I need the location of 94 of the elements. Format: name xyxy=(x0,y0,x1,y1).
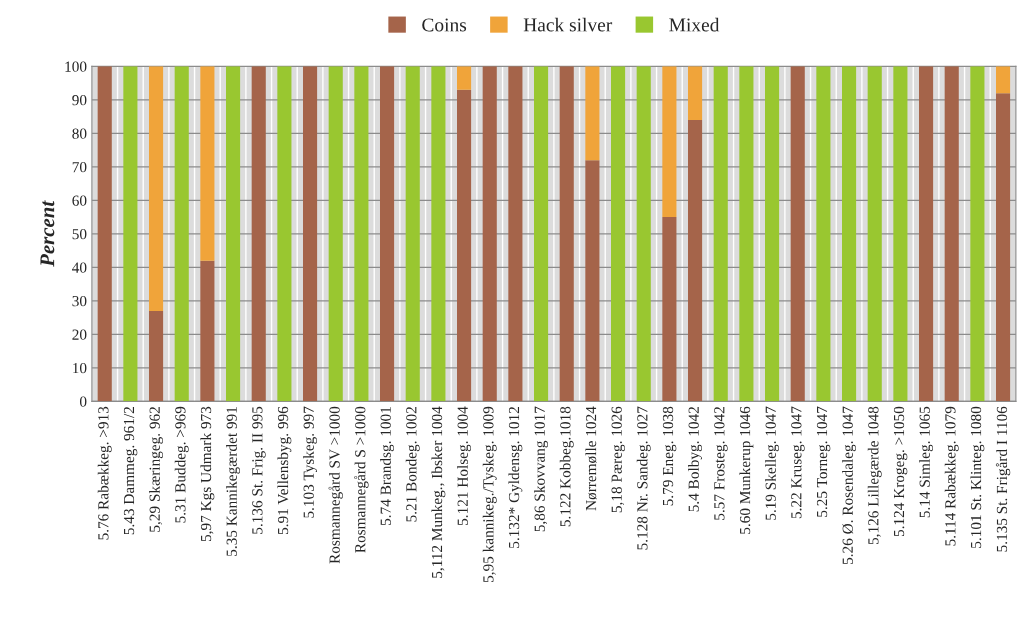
y-tick-label: 70 xyxy=(72,161,87,173)
bar xyxy=(970,66,985,402)
x-tick-label: 5.79 Eneg. 1038 xyxy=(662,406,677,506)
bar xyxy=(200,66,215,261)
x-tick-label: 5.26 Ø. Rosendaleg. 1047 xyxy=(842,406,857,564)
x-tick-label: 5.114 Rabækkeg. 1079 xyxy=(944,406,959,546)
x-tick-label: 5.122 Kobbeg.1018 xyxy=(559,406,574,527)
x-tick-label: 5.128 Nr. Sandeg. 1027 xyxy=(636,406,651,550)
x-tick-label: 5.136 St. Frig. II 995 xyxy=(252,406,266,534)
bar xyxy=(996,93,1011,402)
x-tick-label: 5,126 Lillegærde 1048 xyxy=(867,406,882,545)
bar xyxy=(328,66,343,402)
bar xyxy=(739,66,754,402)
bar xyxy=(200,260,215,402)
bar xyxy=(97,66,112,402)
bar xyxy=(534,66,549,402)
bar xyxy=(636,66,651,402)
x-tick-label: 5.124 Krogeg. >1050 xyxy=(893,406,908,537)
bar xyxy=(303,66,318,402)
bar xyxy=(944,66,959,402)
bar xyxy=(765,66,780,402)
y-tick-label: 60 xyxy=(72,195,87,206)
y-tick-label: 80 xyxy=(72,128,87,139)
x-tick-label: Rosmannegård S >1000 xyxy=(354,406,369,553)
y-tick-label: 40 xyxy=(72,262,87,273)
bar xyxy=(123,66,138,402)
x-tick-label: 5,97 Kgs Udmark 973 xyxy=(200,406,215,542)
bar xyxy=(585,160,600,402)
bar xyxy=(277,66,292,402)
bar xyxy=(226,66,241,402)
bar xyxy=(585,66,600,161)
x-tick-label: 5,29 Skæringeg. 962 xyxy=(149,407,164,532)
x-tick-label: 5.25 Torneg. 1047 xyxy=(816,406,831,517)
bar xyxy=(867,66,882,402)
bar xyxy=(508,66,523,402)
bar xyxy=(149,66,164,311)
bar xyxy=(380,66,395,402)
x-tick-label: 5,95 kannikeg./Tyskeg. 1009 xyxy=(482,406,497,583)
x-tick-label: 5.76 Rabækkeg. >913 xyxy=(97,406,112,540)
bar xyxy=(559,66,574,402)
x-tick-label: 5.4 Bolbyg. 1042 xyxy=(688,407,703,512)
bar xyxy=(688,119,703,402)
bar xyxy=(457,89,472,402)
x-tick-label: 5.132* Gyldensg. 1012 xyxy=(508,407,523,548)
y-tick-label: 90 xyxy=(72,95,87,106)
y-tick-label: 100 xyxy=(65,61,87,72)
x-tick-label: 5.121 Holseg. 1004 xyxy=(457,406,472,525)
x-tick-label: 5.19 Skelleg. 1047 xyxy=(765,406,780,520)
y-tick-label: 50 xyxy=(72,228,87,240)
bar xyxy=(457,66,472,90)
bar xyxy=(842,66,857,402)
x-tick-label: 5,86 Skovvang 1017 xyxy=(534,406,549,532)
bar xyxy=(662,217,677,402)
x-tick-label: 5,18 Pæreg. 1026 xyxy=(611,406,625,513)
bar xyxy=(174,66,189,402)
legend-label: Hack silver xyxy=(523,17,613,32)
bar xyxy=(662,66,677,218)
bar xyxy=(893,66,908,402)
y-tick-label: 0 xyxy=(79,396,87,407)
bar xyxy=(611,66,626,402)
x-tick-label: 5.22 Kruseg. 1047 xyxy=(791,406,805,519)
x-tick-label: 5.60 Munkerup 1046 xyxy=(739,406,754,534)
bar xyxy=(354,66,369,402)
x-tick-label: Rosmannegård SV >1000 xyxy=(328,406,343,564)
y-tick-label: 30 xyxy=(72,295,87,307)
x-tick-label: 5.57 Frosteg. 1042 xyxy=(714,407,728,520)
bar xyxy=(405,66,420,402)
x-tick-label: 5.43 Dammeg. 961/2 xyxy=(123,407,138,535)
y-axis-title: Percent xyxy=(40,200,55,267)
y-tick-label: 20 xyxy=(72,329,87,340)
x-tick-label: 5.91 Vellensbyg. 996 xyxy=(277,406,292,535)
x-tick-label: 5.31 Buddeg. >969 xyxy=(174,406,189,523)
x-tick-label: 5.135 St. Frigård I 1106 xyxy=(995,406,1011,552)
legend-label: Mixed xyxy=(669,17,720,32)
bar xyxy=(688,66,703,120)
legend-label: Coins xyxy=(422,18,467,32)
x-tick-label: 5.101 St. Klinteg. 1080 xyxy=(970,406,985,548)
bar xyxy=(251,66,266,402)
bar xyxy=(713,66,728,402)
y-tick-label: 10 xyxy=(73,362,87,374)
x-tick-label: 5.21 Bondeg. 1002 xyxy=(405,407,420,522)
x-tick-label: 5.74 Brandsg. 1001 xyxy=(380,407,395,525)
bar xyxy=(816,66,831,402)
bar xyxy=(919,66,934,402)
bar xyxy=(996,66,1011,94)
x-tick-label: 5.35 Kannikegærdet 991 xyxy=(226,407,241,556)
x-tick-label: Nørremølle 1024 xyxy=(585,406,597,511)
bar xyxy=(482,66,497,402)
bar xyxy=(431,66,446,402)
bar xyxy=(790,66,805,402)
bar xyxy=(149,310,164,402)
x-tick-label: 5.103 Tyskeg. 997 xyxy=(303,406,318,518)
x-tick-label: 5,112 Munkeg., Ibsker 1004 xyxy=(431,406,446,578)
x-tick-label: 5.14 Simleg. 1065 xyxy=(919,406,934,518)
